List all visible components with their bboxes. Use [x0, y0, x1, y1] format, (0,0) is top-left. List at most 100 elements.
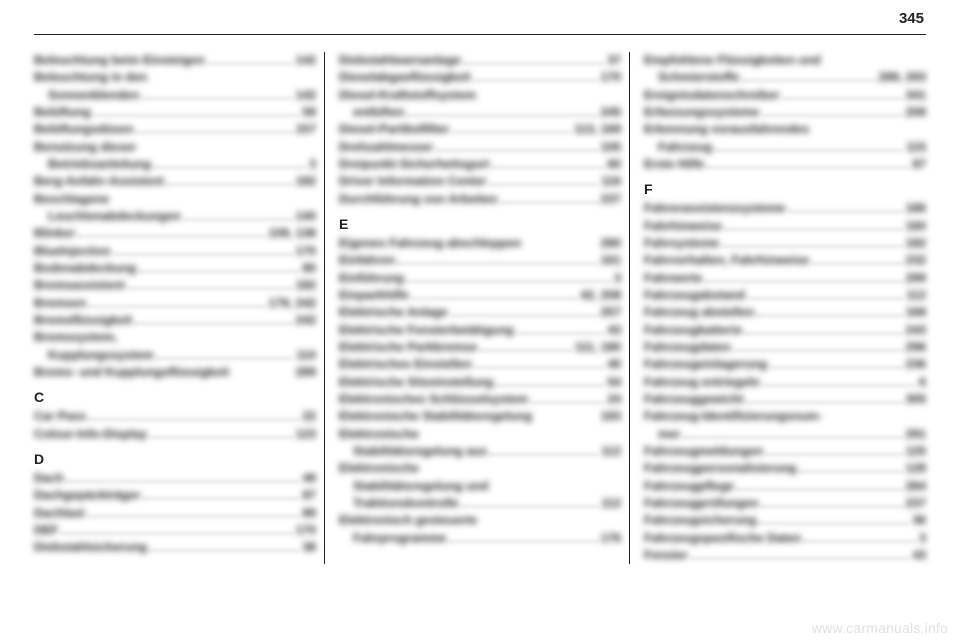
- index-entry-label: Fahrzeug abstellen: [644, 304, 754, 321]
- index-entry-label: Elektronische: [339, 460, 419, 477]
- index-entry-label: Elektrisches Einstellen: [339, 356, 472, 373]
- index-entry: Elektronische: [339, 460, 621, 477]
- index-entry-pages: 284: [906, 478, 926, 495]
- dot-leader: [78, 236, 265, 237]
- index-entry-pages: 125: [906, 443, 926, 460]
- index-entry: Fahrzeug115: [644, 139, 926, 156]
- index-entry: entlüften245: [339, 104, 621, 121]
- index-entry-pages: 237: [906, 495, 926, 512]
- dot-leader: [496, 385, 604, 386]
- dot-leader: [143, 498, 299, 499]
- index-entry: Dieselabgasflüssigkeit170: [339, 69, 621, 86]
- index-entry: Sonnenblenden142: [34, 87, 316, 104]
- index-entry-pages: 112: [906, 287, 926, 304]
- dot-leader: [722, 246, 902, 247]
- index-column: Diebstahlwarnanlage 37Dieselabgasflüssigk…: [324, 52, 629, 564]
- index-entry-pages: 116: [601, 173, 621, 190]
- index-entry-pages: 237: [601, 191, 621, 208]
- index-entry-pages: 280: [601, 235, 621, 252]
- dot-leader: [762, 115, 902, 116]
- index-entry-label: Schmierstoffe: [644, 69, 739, 86]
- index-entry-pages: 105: [601, 139, 621, 156]
- index-entry: Belüftungsdüsen157: [34, 121, 316, 138]
- dot-leader: [747, 402, 903, 403]
- top-rule: [34, 34, 926, 35]
- index-entry: Bremsflüssigkeit242: [34, 312, 316, 329]
- dot-leader: [766, 454, 902, 455]
- index-entry-pages: 179, 242: [269, 295, 316, 312]
- index-entry: Schmierstoffe289, 293: [644, 69, 926, 86]
- index-entry-label: Erste Hilfe: [644, 156, 704, 173]
- dot-leader: [473, 80, 597, 81]
- index-entry-pages: 22: [302, 408, 316, 425]
- index-entry: Stabilitätsregelung und: [339, 478, 621, 495]
- index-entry-pages: 170: [296, 243, 316, 260]
- dot-leader: [449, 541, 597, 542]
- dot-leader: [742, 80, 875, 81]
- index-entry: Fahrzeugpflege 284: [644, 478, 926, 495]
- index-entry-label: Fahrerassistenzsysteme: [644, 200, 786, 217]
- index-entry-pages: 140: [296, 208, 316, 225]
- index-entry-label: mer: [644, 426, 680, 443]
- index-entry: Bodenabdeckung80: [34, 260, 316, 277]
- index-entry: Fahrzeugbatterie243: [644, 322, 926, 339]
- index-entry-label: Fahrzeugpflege: [644, 478, 734, 495]
- index-entry: Dach49: [34, 470, 316, 487]
- index-entry-pages: 54: [607, 374, 621, 391]
- index-entry-pages: 182: [296, 173, 316, 190]
- dot-leader: [208, 63, 293, 64]
- index-entry: Benutzung dieser: [34, 139, 316, 156]
- index-entry-label: Dachgepäckträger: [34, 487, 140, 504]
- index-column: Beleuchtung beim Einsteigen142Beleuchtun…: [34, 52, 324, 564]
- index-entry-label: Blinker: [34, 225, 75, 242]
- index-entry: Beleuchtung beim Einsteigen142: [34, 52, 316, 69]
- index-entry-pages: 236: [906, 356, 926, 373]
- index-entry-pages: 168: [906, 304, 926, 321]
- manual-index-page: 345 Beleuchtung beim Einsteigen142Beleuc…: [0, 0, 960, 642]
- index-entry-label: Fahrzeugmeldungen: [644, 443, 763, 460]
- index-entry-label: Diebstahlsicherung: [34, 539, 147, 556]
- index-entry: Brems- und Kupplungsflüssigkeit289: [34, 364, 316, 381]
- index-entry: Berg-Anfahr-Assistent182: [34, 173, 316, 190]
- index-entry-label: Fahrzeugdaten: [644, 339, 731, 356]
- dot-leader: [88, 516, 300, 517]
- dot-leader: [480, 350, 572, 351]
- index-entry-label: Einführung: [339, 270, 404, 287]
- index-entry-label: Belüftung: [34, 104, 91, 121]
- index-entry-pages: 341: [906, 87, 926, 104]
- index-entry-label: Diebstahlwarnanlage: [339, 52, 461, 69]
- index-entry-pages: 128: [906, 460, 926, 477]
- dot-leader: [407, 281, 611, 282]
- index-entry-label: Elektronische: [339, 426, 419, 443]
- index-entry-label: Fahrhinweise: [644, 218, 722, 235]
- index-entry-label: Fahrverhalten, Fahrhinweise: [644, 252, 809, 269]
- index-entry: Fahrzeugabstand112: [644, 287, 926, 304]
- index-entry-label: Fahrprogramme: [339, 530, 446, 547]
- dot-leader: [61, 533, 292, 534]
- index-entry: Fahrzeug abstellen 168: [644, 304, 926, 321]
- index-entry: BlueInjection170: [34, 243, 316, 260]
- index-entry-label: Erfassungssysteme: [644, 104, 759, 121]
- index-entry: Dreipunkt-Sicherheitsgurt60: [339, 156, 621, 173]
- index-entry-label: Fahrzeugbatterie: [644, 322, 742, 339]
- index-entry: Elektrische Anlage257: [339, 304, 621, 321]
- index-entry: DEF170: [34, 522, 316, 539]
- section-heading: E: [339, 214, 621, 235]
- index-entry-label: Stabilitätsregelung und: [339, 478, 488, 495]
- index-entry: Beleuchtung in den: [34, 69, 316, 86]
- index-entry: Betriebsanleitung3: [34, 156, 316, 173]
- index-entry-pages: 37: [607, 52, 621, 69]
- index-entry-pages: 161: [601, 252, 621, 269]
- index-entry-label: Dach: [34, 470, 64, 487]
- index-entry: Elektrische Sitzeinstellung 54: [339, 374, 621, 391]
- dot-leader: [135, 323, 292, 324]
- index-entry-label: Elektrische Sitzeinstellung: [339, 374, 493, 391]
- index-entry-pages: 42, 208: [580, 287, 621, 304]
- index-entry-pages: 43: [912, 547, 926, 564]
- index-entry: Diebstahlsicherung38: [34, 539, 316, 556]
- dot-leader: [782, 98, 902, 99]
- index-entry: Fenster43: [644, 547, 926, 564]
- dot-leader: [137, 132, 293, 133]
- index-entry: Elektrische Parkbremse111, 180: [339, 339, 621, 356]
- index-entry: Belüftung59: [34, 104, 316, 121]
